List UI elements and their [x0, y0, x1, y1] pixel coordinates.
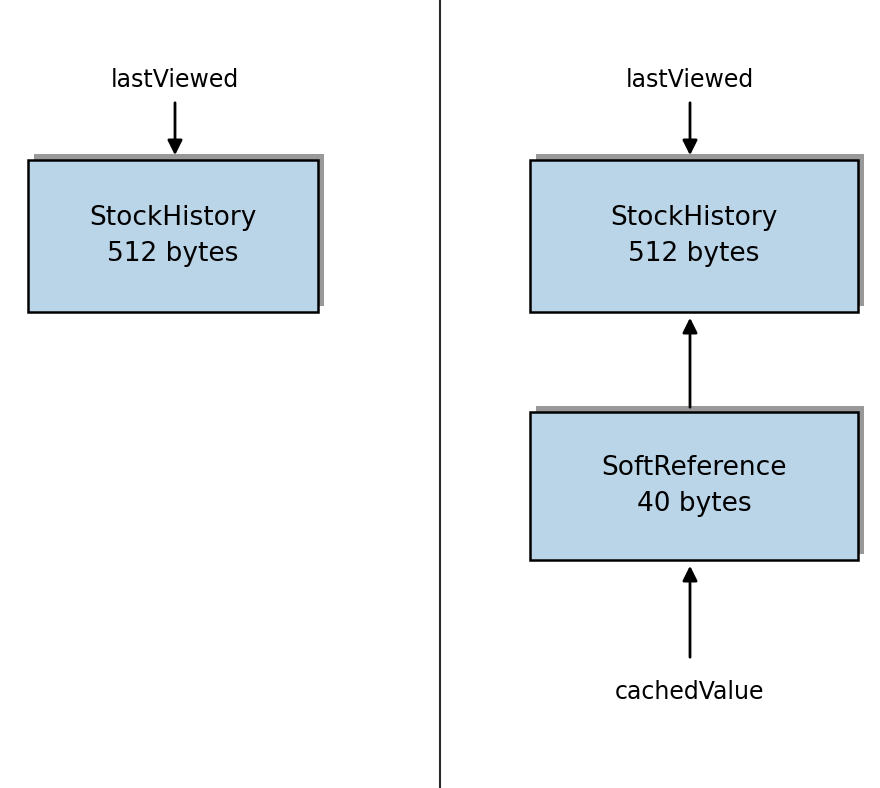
Text: StockHistory: StockHistory: [89, 205, 257, 231]
Text: StockHistory: StockHistory: [611, 205, 778, 231]
Bar: [530, 160, 858, 312]
Text: 512 bytes: 512 bytes: [628, 241, 759, 267]
Bar: [536, 154, 864, 306]
Bar: [34, 154, 324, 306]
Bar: [536, 406, 864, 554]
Text: lastViewed: lastViewed: [626, 68, 754, 92]
Text: 512 bytes: 512 bytes: [107, 241, 238, 267]
Text: lastViewed: lastViewed: [111, 68, 239, 92]
Text: 40 bytes: 40 bytes: [637, 491, 752, 517]
Text: SoftReference: SoftReference: [601, 455, 787, 481]
Bar: [28, 160, 318, 312]
Bar: [530, 412, 858, 560]
Text: cachedValue: cachedValue: [615, 680, 765, 704]
